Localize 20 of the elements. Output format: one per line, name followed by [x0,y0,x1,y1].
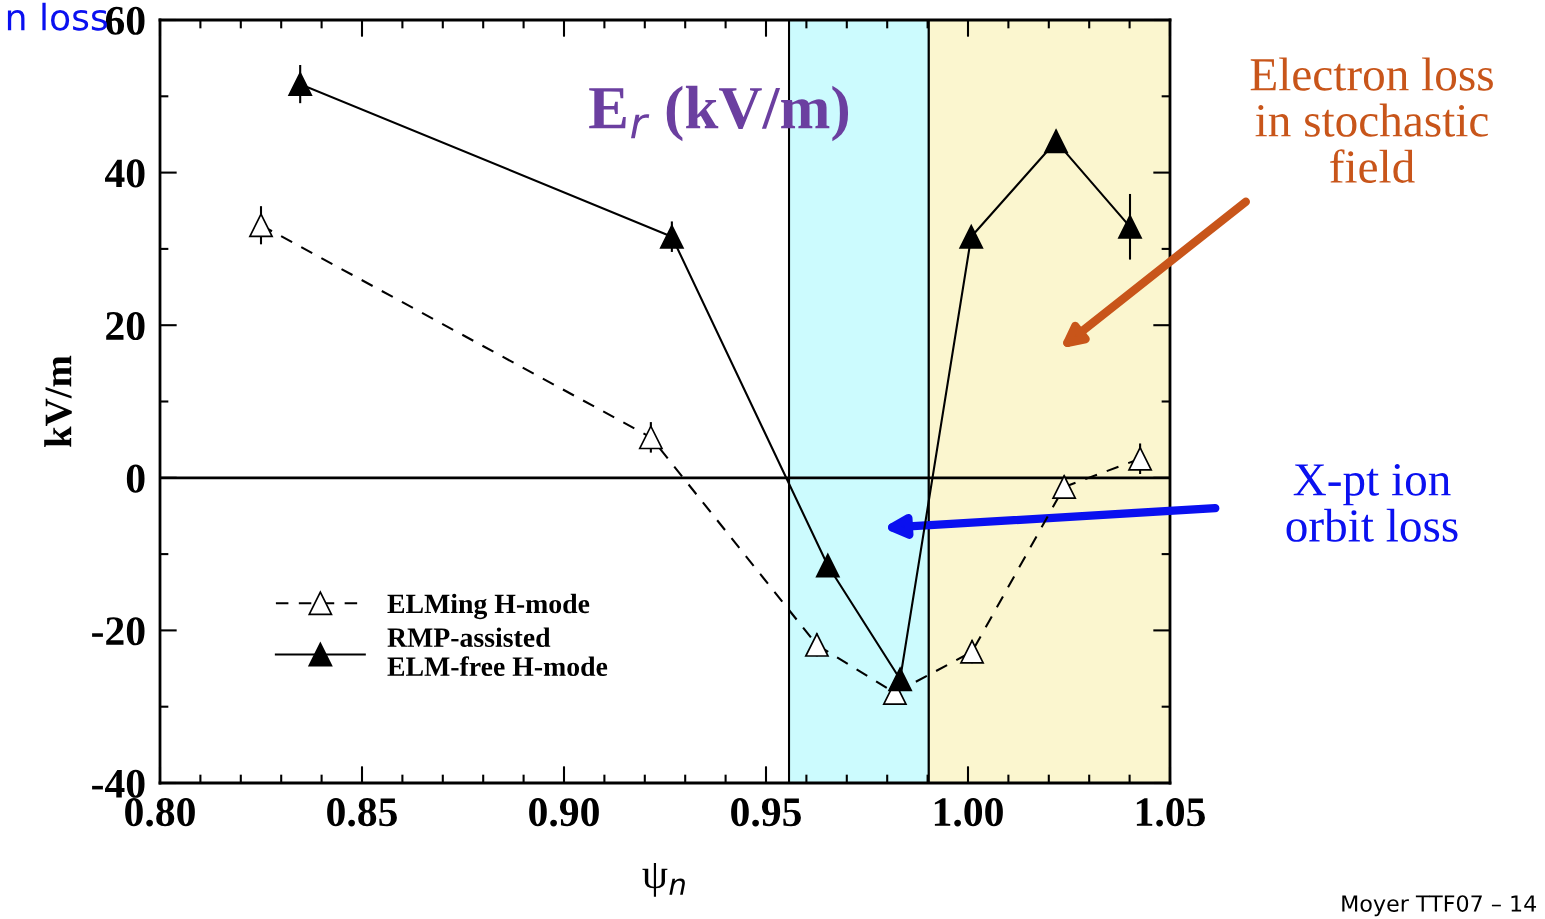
x-tick-label: 0.85 [327,798,397,827]
y-tick-label: 20 [106,311,145,341]
legend-label: ELMing H-mode [387,593,590,620]
x-tick-label: 0.90 [529,798,599,827]
x-tick-label: 0.95 [731,798,801,827]
text: n loss [7,2,107,31]
y-tick-label: 60 [105,6,145,35]
text: X-pt ion orbit loss [1286,464,1458,542]
x-tick-label: 0.80 [125,798,195,827]
legend-label: RMP-assisted ELM-free H-mode [387,627,608,677]
text: Moyer TTF07 – 14 [1342,895,1537,917]
x-tick-label: 1.00 [934,798,1003,827]
x-tick-label: 1.05 [1136,798,1205,827]
x-axis-title: ψ$_{n}$ [642,862,685,897]
y-tick-label: 40 [105,159,145,188]
y-tick-label: -40 [92,769,145,798]
y-tick-label: 0 [126,464,145,493]
text: Electron loss in stochastic field [1250,57,1493,183]
y-axis-title: kV/m [44,355,72,447]
y-tick-label: -20 [92,617,145,646]
